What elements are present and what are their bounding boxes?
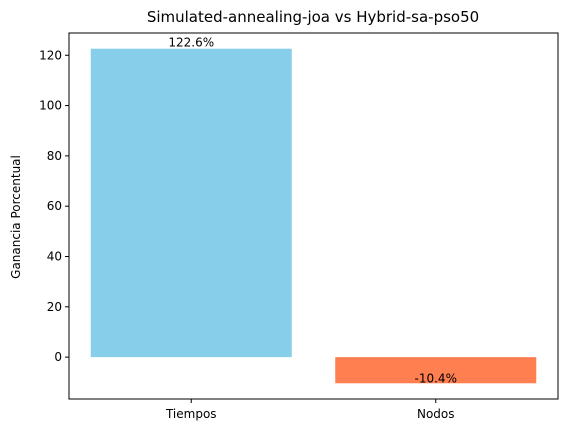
bar-nodos xyxy=(335,357,537,384)
y-tick-label: 20 xyxy=(47,300,62,314)
plot-frame xyxy=(68,32,559,400)
y-tick-label: 100 xyxy=(39,99,62,113)
y-tick-label: 120 xyxy=(39,48,62,62)
bar-tiempos xyxy=(90,48,292,358)
y-axis-ticks: 0 20 40 60 80 100 120 xyxy=(39,48,69,364)
bars-group xyxy=(90,48,537,384)
data-labels-group: 122.6% -10.4% xyxy=(168,36,457,386)
x-tick-label: Tiempos xyxy=(165,407,217,421)
y-tick-label: 60 xyxy=(47,199,62,213)
y-axis-label: Ganancia Porcentual xyxy=(9,155,23,279)
y-tick-label: 40 xyxy=(47,249,62,263)
chart-title: Simulated-annealing-joa vs Hybrid-sa-pso… xyxy=(147,8,479,26)
y-tick-label: 80 xyxy=(47,149,62,163)
x-tick-label: Nodos xyxy=(417,407,455,421)
x-axis-ticks: Tiempos Nodos xyxy=(165,399,455,421)
y-tick-label: 0 xyxy=(54,350,62,364)
data-label-nodos: -10.4% xyxy=(415,371,457,385)
data-label-tiempos: 122.6% xyxy=(168,36,214,50)
